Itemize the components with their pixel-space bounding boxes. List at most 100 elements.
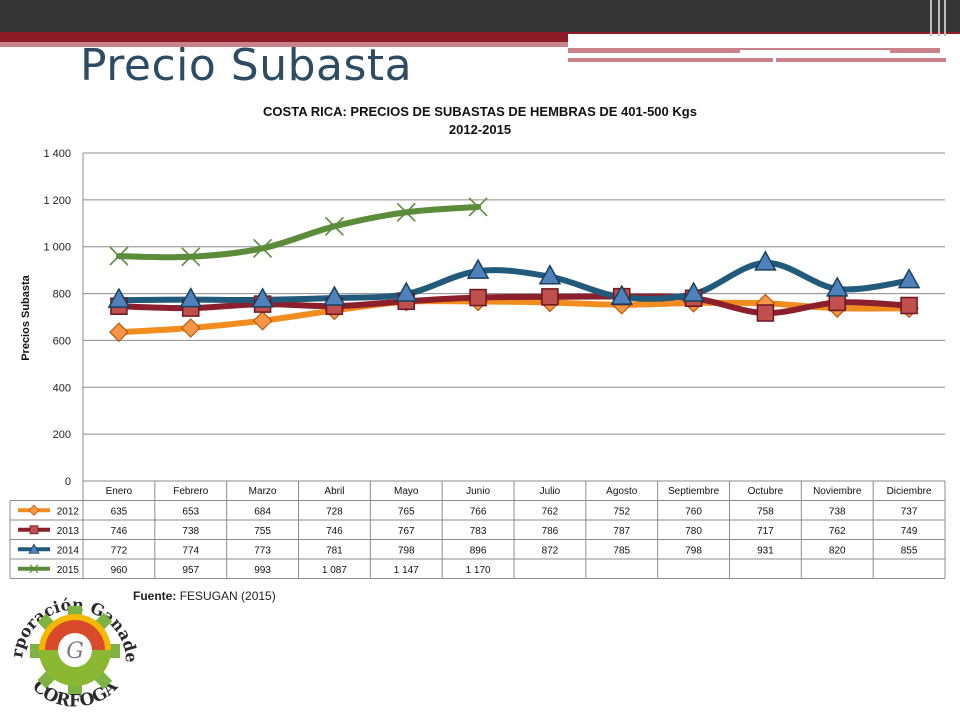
data-label-2013: 783	[470, 526, 487, 537]
source-note: Fuente: FESUGAN (2015)	[133, 589, 276, 603]
slide-title: Precio Subasta	[80, 40, 413, 91]
x-tick-label: Octubre	[748, 486, 784, 497]
data-label-2012: 760	[685, 506, 702, 517]
data-label-2014: 872	[542, 545, 559, 556]
data-label-2013: 738	[182, 526, 199, 537]
x-tick-label: Abril	[324, 486, 344, 497]
x-tick-label: Agosto	[606, 486, 638, 497]
data-point-2013	[828, 293, 846, 312]
data-point-2015	[396, 202, 416, 222]
data-label-2014: 781	[326, 545, 343, 556]
legend-marker-2014	[28, 543, 40, 554]
data-label-2013: 717	[757, 526, 774, 537]
data-label-2012: 728	[326, 506, 343, 517]
data-label-2012: 635	[111, 506, 128, 517]
x-tick-label: Marzo	[249, 486, 277, 497]
series-line-2015	[115, 203, 482, 261]
gridlines	[82, 152, 945, 482]
data-label-2013: 762	[829, 526, 846, 537]
data-point-2014	[754, 250, 777, 271]
data-label-2015: 960	[111, 565, 128, 576]
data-point-2015	[181, 247, 201, 267]
data-point-2012	[109, 322, 129, 343]
source-label: Fuente:	[133, 589, 177, 603]
data-point-2013	[469, 288, 487, 307]
header-white-stripe	[568, 34, 960, 42]
data-label-2013: 786	[542, 526, 559, 537]
data-label-2012: 752	[613, 506, 630, 517]
data-label-2012: 762	[542, 506, 559, 517]
data-label-2012: 766	[470, 506, 487, 517]
data-point-x-stroke	[324, 216, 344, 236]
legend-entry-2015: 2015	[57, 565, 80, 576]
y-tick-label: 600	[53, 335, 71, 347]
data-label-2013: 767	[398, 526, 415, 537]
y-tick-label: 1 000	[43, 242, 71, 254]
data-point-2012	[180, 318, 201, 338]
y-tick-label: 200	[53, 429, 71, 441]
data-label-2012: 765	[398, 506, 415, 517]
data-label-2014: 931	[757, 545, 774, 556]
data-label-2015: 1 147	[394, 565, 419, 576]
x-tick-label: Septiembre	[668, 486, 720, 497]
x-tick-label: Junio	[466, 486, 490, 497]
y-tick-label: 800	[53, 289, 71, 301]
x-tick-label: Febrero	[173, 486, 208, 497]
x-tick-label: Mayo	[394, 486, 419, 497]
data-point-2015	[253, 238, 273, 258]
data-point-x-stroke	[109, 246, 129, 266]
series-markers	[107, 197, 921, 343]
data-label-2014: 785	[613, 545, 630, 556]
x-tick-label: Julio	[540, 486, 561, 497]
data-label-2012: 758	[757, 506, 774, 517]
data-point-2014	[323, 285, 346, 306]
y-axis-ticks: 0 200 400 600 800 1 000 1 200 1 400	[43, 148, 71, 488]
data-point-2014	[251, 287, 274, 308]
data-point-2014	[682, 281, 705, 302]
y-tick-label: 400	[53, 382, 71, 394]
data-point-x-stroke	[396, 202, 416, 222]
data-label-2012: 737	[901, 506, 918, 517]
data-label-2013: 780	[685, 526, 702, 537]
legend-marker-2012	[28, 504, 40, 516]
data-label-2014: 773	[254, 545, 271, 556]
source-text: FESUGAN (2015)	[179, 589, 276, 603]
data-label-2013: 787	[613, 526, 630, 537]
data-point-2014	[179, 287, 203, 308]
data-label-2013: 755	[254, 526, 271, 537]
data-point-2014	[610, 284, 634, 305]
data-label-2015: 957	[182, 565, 199, 576]
chart-subtitle: 2012-2015	[449, 122, 511, 137]
header-pink-line	[568, 58, 773, 62]
gear-icon: G	[30, 606, 120, 694]
data-point-2015	[324, 216, 344, 236]
data-point-x-stroke	[253, 238, 273, 258]
x-tick-label: Diciembre	[887, 486, 932, 497]
chart-title: COSTA RICA: PRECIOS DE SUBASTAS DE HEMBR…	[263, 104, 697, 119]
x-tick-label: Enero	[106, 486, 133, 497]
data-point-2014	[897, 268, 921, 289]
data-label-2014: 772	[111, 545, 128, 556]
y-axis-label: Precios Subasta	[20, 274, 32, 360]
header-vertical-line	[944, 0, 946, 36]
data-point-x-stroke	[468, 197, 488, 217]
series-lines	[115, 203, 913, 336]
data-point-2013	[756, 304, 775, 322]
data-label-2014: 774	[182, 545, 199, 556]
data-label-2014: 896	[470, 545, 487, 556]
data-label-2015: 993	[254, 565, 271, 576]
legend-marker-2015	[29, 564, 39, 574]
header-white-stripe	[740, 50, 890, 53]
legend-entry-2012: 2012	[57, 506, 80, 517]
data-point-2012	[252, 310, 273, 331]
y-tick-label: 1 200	[43, 195, 71, 207]
legend-marker-2013	[29, 525, 39, 535]
data-label-2014: 798	[685, 545, 702, 556]
y-tick-label: 0	[65, 476, 71, 488]
header-pink-line	[776, 58, 946, 62]
data-point-2014	[538, 264, 562, 285]
data-point-2013	[900, 296, 918, 315]
x-tick-label: Noviembre	[813, 486, 862, 497]
data-label-2014: 798	[398, 545, 415, 556]
